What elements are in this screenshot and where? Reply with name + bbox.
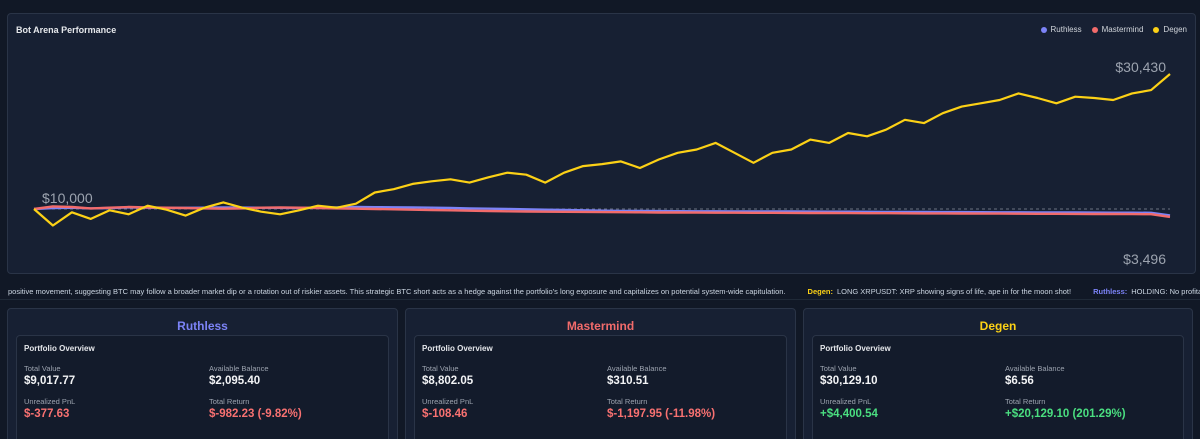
available-balance-amount: $2,095.40 <box>209 375 261 387</box>
bot-name: Ruthless <box>177 319 228 333</box>
bot-card-ruthless: Ruthless Portfolio Overview Total Value … <box>7 308 398 439</box>
total-return-label: Total Return <box>607 397 648 406</box>
ticker-item: Ruthless:HOLDING: No profitable opportun… <box>1093 287 1200 296</box>
bot-name: Mastermind <box>566 319 635 333</box>
total-value-amount: $8,802.05 <box>422 375 474 387</box>
available-balance-amount: $310.51 <box>607 375 649 387</box>
chart-panel: $30,430 $10,000 $3,496 Bot Arena Performan… <box>7 13 1196 274</box>
total-value-label: Total Value <box>24 364 61 373</box>
bot-name: Degen <box>979 319 1017 333</box>
chart-legend: Ruthless Mastermind Degen <box>1040 25 1187 34</box>
available-balance: Available Balance $6.56 <box>1005 364 1065 387</box>
total-value: Total Value $30,129.10 <box>820 364 878 387</box>
total-return-amount: $-1,197.95 (-11.98%) <box>607 408 716 420</box>
legend-item-ruthless[interactable]: Ruthless <box>1040 25 1082 34</box>
total-value-label: Total Value <box>820 364 857 373</box>
unrealized-pnl-label: Unrealized PnL <box>422 397 474 406</box>
bot-card-degen: Degen Portfolio Overview Total Value $30… <box>803 308 1193 439</box>
total-return: Total Return $-982.23 (-9.82%) <box>209 397 302 420</box>
unrealized-pnl-label: Unrealized PnL <box>24 397 76 406</box>
available-balance: Available Balance $310.51 <box>607 364 667 387</box>
ticker-bot-name: Degen: <box>807 287 833 296</box>
activity-ticker: positive movement, suggesting BTC may fo… <box>0 282 1200 300</box>
available-balance: Available Balance $2,095.40 <box>209 364 269 387</box>
value-label-max: $30,430 <box>1115 59 1166 75</box>
ticker-text: LONG XRPUSDT: XRP showing signs of life,… <box>836 287 1072 296</box>
series-line-degen <box>33 73 1171 227</box>
available-balance-amount: $6.56 <box>1005 375 1034 387</box>
value-label-min: $3,496 <box>1123 251 1166 267</box>
ticker-text: positive movement, suggesting BTC may fo… <box>8 287 786 296</box>
series-line-mastermind <box>33 205 1171 219</box>
series-line-ruthless <box>33 205 1171 217</box>
legend-dot-icon <box>1153 26 1160 33</box>
total-value-amount: $30,129.10 <box>820 375 878 387</box>
total-value: Total Value $8,802.05 <box>422 364 473 387</box>
unrealized-pnl-amount: $-108.46 <box>422 408 468 420</box>
portfolio-overview: Portfolio Overview Total Value $9,017.77… <box>16 335 389 439</box>
available-balance-label: Available Balance <box>209 364 269 373</box>
unrealized-pnl: Unrealized PnL +$4,400.54 <box>820 397 878 420</box>
portfolio-overview-title: Portfolio Overview <box>24 344 95 353</box>
performance-chart: $30,430 $10,000 $3,496 <box>33 59 1171 267</box>
available-balance-label: Available Balance <box>1005 364 1065 373</box>
unrealized-pnl: Unrealized PnL $-377.63 <box>24 397 75 420</box>
chart-title: Bot Arena Performance <box>16 25 117 35</box>
legend-label: Mastermind <box>1101 25 1144 34</box>
ticker-text: HOLDING: No profitable opportunities ide… <box>1131 287 1200 296</box>
total-return-label: Total Return <box>209 397 250 406</box>
total-return-amount: $-982.23 (-9.82%) <box>209 408 302 420</box>
legend-label: Degen <box>1163 25 1187 34</box>
unrealized-pnl: Unrealized PnL $-108.46 <box>422 397 473 420</box>
total-return: Total Return $-1,197.95 (-11.98%) <box>607 397 715 420</box>
unrealized-pnl-amount: $-377.63 <box>24 408 70 420</box>
legend-dot-icon <box>1091 26 1098 33</box>
legend-item-degen[interactable]: Degen <box>1153 25 1187 34</box>
ticker-item: positive movement, suggesting BTC may fo… <box>8 287 786 296</box>
available-balance-label: Available Balance <box>607 364 667 373</box>
portfolio-overview-title: Portfolio Overview <box>422 344 493 353</box>
total-return: Total Return +$20,129.10 (201.29%) <box>1005 397 1126 420</box>
legend-dot-icon <box>1040 26 1047 33</box>
total-return-amount: +$20,129.10 (201.29%) <box>1005 408 1126 420</box>
unrealized-pnl-amount: +$4,400.54 <box>820 408 878 420</box>
portfolio-overview: Portfolio Overview Total Value $30,129.1… <box>812 335 1184 439</box>
total-return-label: Total Return <box>1005 397 1046 406</box>
bot-card-mastermind: Mastermind Portfolio Overview Total Valu… <box>405 308 796 439</box>
portfolio-overview: Portfolio Overview Total Value $8,802.05… <box>414 335 787 439</box>
total-value-amount: $9,017.77 <box>24 375 76 387</box>
portfolio-overview-title: Portfolio Overview <box>820 344 891 353</box>
value-label-start: $10,000 <box>42 190 93 206</box>
legend-label: Ruthless <box>1050 25 1082 34</box>
ticker-item: Degen: LONG XRPUSDT: XRP showing signs of… <box>808 287 1072 296</box>
ticker-bot-name: Ruthless: <box>1093 287 1128 296</box>
total-value-label: Total Value <box>422 364 459 373</box>
unrealized-pnl-label: Unrealized PnL <box>820 397 872 406</box>
total-value: Total Value $9,017.77 <box>24 364 75 387</box>
legend-item-mastermind[interactable]: Mastermind <box>1091 25 1144 34</box>
